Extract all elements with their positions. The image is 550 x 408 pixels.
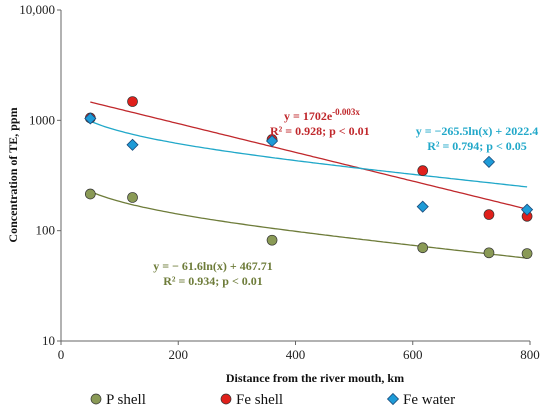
p-shell-equation: y = − 61.6ln(x) + 467.71 — [153, 259, 273, 273]
x-tick-label: 600 — [403, 347, 423, 362]
fe-shell-trendline — [90, 101, 528, 210]
p-shell-point — [84, 188, 96, 200]
y-tick-label: 1000 — [29, 112, 55, 127]
fe-shell-equation-exponent: -0.003x — [332, 107, 360, 117]
y-tick-label: 100 — [36, 223, 56, 238]
x-tick-label: 0 — [58, 347, 65, 362]
p-shell-point — [266, 234, 278, 246]
y-tick-label: 10 — [42, 333, 55, 348]
p-shell-legend-marker — [90, 393, 102, 405]
p-shell-trendline — [90, 190, 528, 259]
trendlines — [90, 101, 528, 259]
fe-shell-point — [417, 165, 429, 176]
axes — [60, 10, 530, 342]
tick-labels: 0 200 400 600 800 10 100 1000 10,000 — [19, 2, 540, 362]
x-tick-label: 400 — [286, 347, 306, 362]
fe-water-point — [482, 155, 496, 168]
x-axis-title: Distance from the river mouth, km — [226, 371, 404, 385]
fe-shell-stats: R² = 0.928; p < 0.01 — [270, 124, 370, 138]
y-tick-label: 10,000 — [19, 2, 55, 17]
p-shell-legend-label: P shell — [106, 392, 146, 408]
fe-water-stats: R² = 0.794; p < 0.05 — [427, 139, 527, 153]
fe-shell-legend-label: Fe shell — [236, 392, 283, 408]
p-shell-point — [521, 248, 533, 259]
y-axis-title: Concentration of TE, ppm — [6, 107, 20, 242]
fe-water-legend-marker — [386, 392, 400, 406]
data-points — [84, 96, 534, 259]
p-shell-stats: R² = 0.934; p < 0.01 — [163, 274, 263, 288]
fe-water-point — [84, 112, 97, 125]
p-shell-point — [417, 242, 429, 254]
fe-water-trendline — [90, 120, 528, 188]
fe-water-legend-label: Fe water — [403, 392, 455, 408]
fe-water-point — [126, 138, 139, 151]
fe-water-point — [265, 134, 279, 148]
p-shell-point — [127, 192, 138, 203]
x-tick-label: 200 — [169, 347, 189, 362]
fe-shell-equation: y = 1702e-0.003x — [284, 107, 360, 123]
fe-shell-point — [127, 96, 138, 107]
x-tick-label: 800 — [520, 347, 540, 362]
p-shell-point — [483, 247, 495, 259]
fe-shell-point — [483, 209, 495, 220]
legend: P shell Fe shell Fe water — [90, 392, 455, 408]
fe-water-equation: y = −265.5ln(x) + 2022.4 — [416, 124, 539, 138]
fe-water-point — [416, 200, 429, 213]
fe-shell-legend-marker — [220, 393, 232, 405]
fe-water-point — [521, 203, 534, 216]
